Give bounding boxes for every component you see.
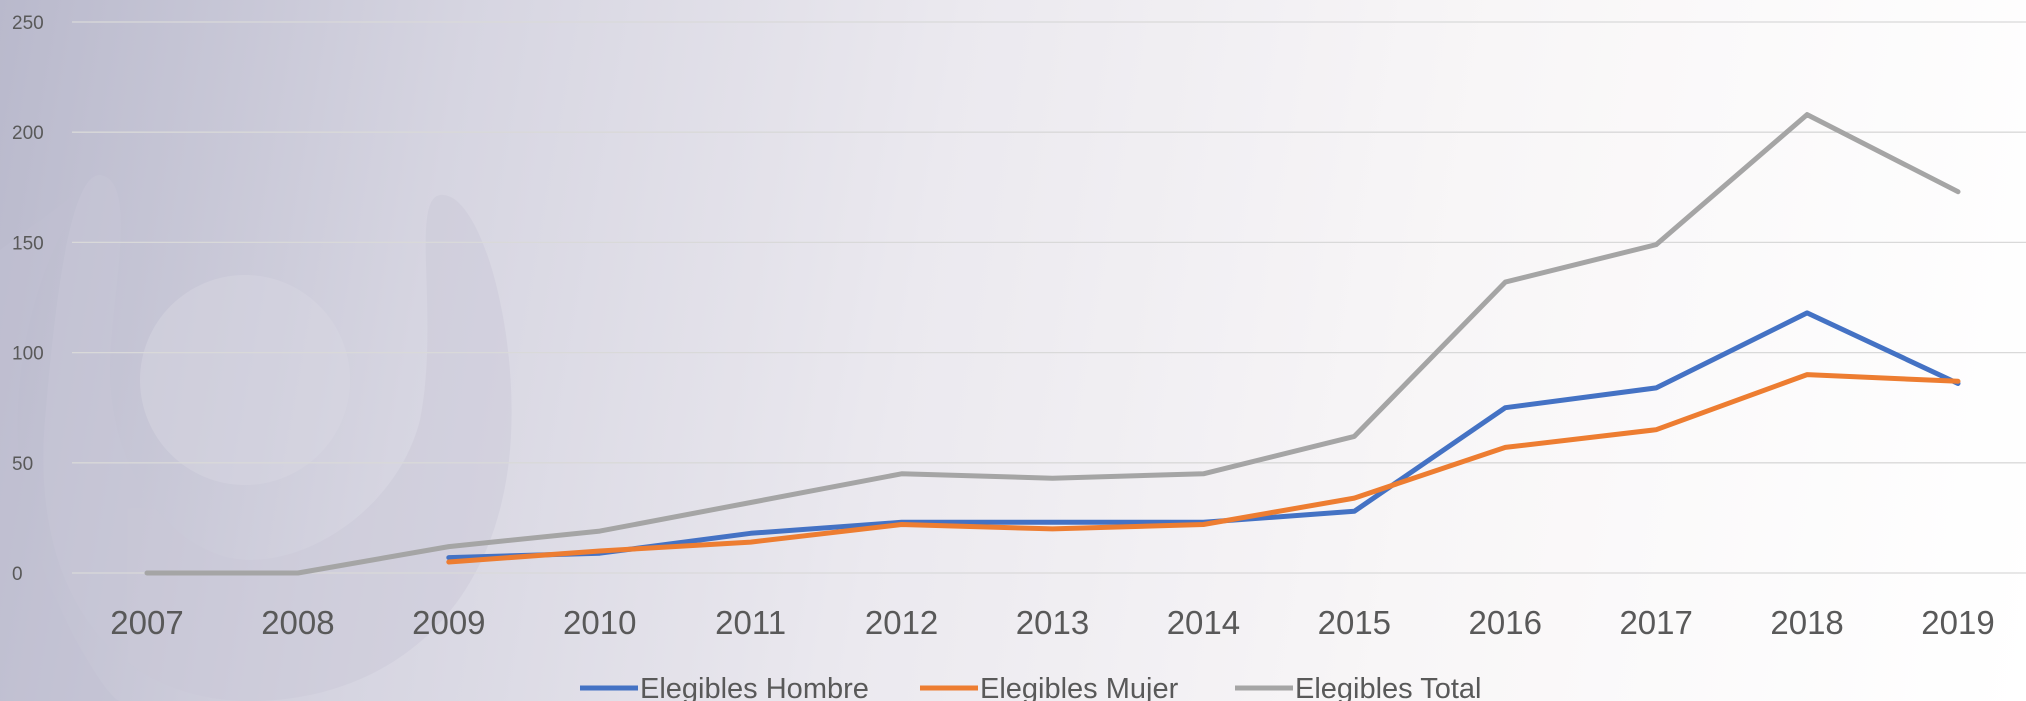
- series-lines: [144, 112, 1961, 576]
- y-tick-label: 0: [12, 564, 23, 585]
- legend-label: Elegibles Mujer: [980, 673, 1179, 701]
- series-line-2: [144, 112, 1961, 576]
- y-tick-label: 100: [12, 344, 44, 365]
- series-line-1: [446, 372, 1961, 565]
- y-tick-label: 50: [12, 454, 33, 475]
- y-tick-label: 150: [12, 233, 44, 254]
- x-tick-label: 2014: [1167, 604, 1240, 641]
- x-tick-label: 2015: [1318, 604, 1391, 641]
- x-axis-tick-labels: 2007 2008 2009 2010 2011 2012 2013 2014 2015 2016…: [110, 604, 1994, 641]
- x-tick-label: 2016: [1469, 604, 1542, 641]
- legend-label: Elegibles Total: [1295, 673, 1481, 701]
- x-tick-label: 2009: [412, 604, 485, 641]
- y-tick-label: 250: [12, 13, 44, 34]
- x-tick-label: 2017: [1619, 604, 1692, 641]
- x-tick-label: 2010: [563, 604, 636, 641]
- x-tick-label: 2011: [715, 604, 786, 641]
- x-tick-label: 2007: [110, 604, 183, 641]
- y-tick-label: 200: [12, 123, 44, 144]
- x-tick-label: 2019: [1921, 604, 1994, 641]
- x-tick-label: 2008: [261, 604, 334, 641]
- x-tick-label: 2013: [1016, 604, 1089, 641]
- series-line-0: [446, 310, 1961, 561]
- x-tick-label: 2018: [1770, 604, 1843, 641]
- y-axis-tick-labels: 0 50 100 150 200 250: [12, 13, 44, 585]
- x-tick-label: 2012: [865, 604, 938, 641]
- legend: Elegibles Hombre Elegibles Mujer Elegibles…: [580, 673, 1481, 701]
- gridlines: [72, 21, 2026, 574]
- watermark-logo: [0, 175, 512, 701]
- legend-label: Elegibles Hombre: [640, 673, 869, 701]
